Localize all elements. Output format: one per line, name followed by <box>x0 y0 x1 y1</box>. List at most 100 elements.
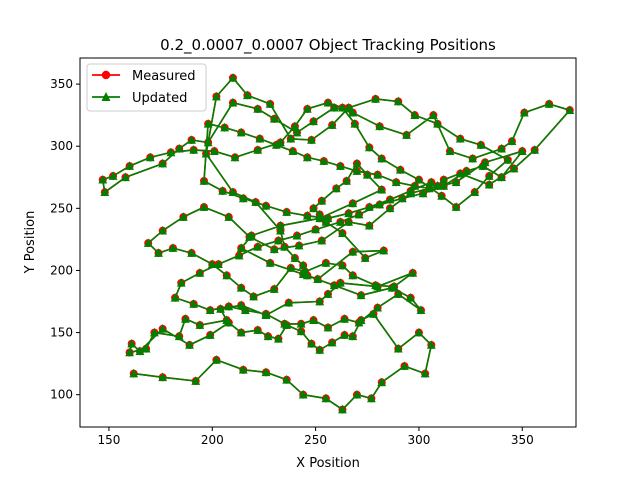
updated-point <box>199 202 209 211</box>
updated-point <box>338 102 347 112</box>
updated-point <box>311 224 320 234</box>
updated-point <box>205 305 215 315</box>
updated-point <box>451 202 461 211</box>
updated-point <box>426 177 436 187</box>
updated-point <box>385 194 395 204</box>
updated-point <box>356 290 366 300</box>
updated-point <box>276 225 285 235</box>
x-tick-label: 300 <box>407 433 430 447</box>
updated-point <box>416 305 426 315</box>
updated-point <box>265 258 275 267</box>
updated-point <box>230 152 240 162</box>
updated-point <box>348 247 358 256</box>
updated-point <box>263 331 273 341</box>
updated-point <box>309 116 318 126</box>
updated-point <box>298 269 308 278</box>
updated-point <box>364 220 374 230</box>
updated-point <box>367 393 376 403</box>
updated-point <box>393 289 403 298</box>
updated-point <box>290 253 300 262</box>
updated-point <box>158 372 168 382</box>
updated-point <box>393 96 403 106</box>
updated-point <box>276 220 285 230</box>
updated-point <box>338 228 347 237</box>
updated-point <box>373 169 382 179</box>
updated-point <box>216 304 225 313</box>
updated-point <box>125 347 134 357</box>
updated-point <box>315 345 325 354</box>
updated-point <box>135 346 145 356</box>
updated-point <box>321 393 331 403</box>
updated-point <box>402 130 411 139</box>
updated-point <box>484 171 494 180</box>
y-tick-label: 100 <box>50 388 73 402</box>
updated-point <box>298 260 308 270</box>
x-tick-label: 350 <box>511 433 534 447</box>
updated-point <box>406 186 416 195</box>
updated-point <box>187 135 196 144</box>
updated-point <box>327 120 337 129</box>
updated-point <box>220 122 230 132</box>
updated-point <box>207 259 217 269</box>
updated-point <box>336 161 345 170</box>
updated-point <box>348 331 358 341</box>
series-layer <box>98 73 575 414</box>
updated-point <box>288 146 298 155</box>
updated-point <box>377 153 387 163</box>
updated-point <box>185 340 194 349</box>
updated-point <box>414 327 424 337</box>
updated-point <box>261 201 271 210</box>
updated-point <box>212 355 221 364</box>
updated-point <box>338 404 347 414</box>
updated-point <box>228 73 238 82</box>
updated-point <box>354 317 364 327</box>
updated-point <box>195 320 205 329</box>
updated-point <box>364 142 374 152</box>
updated-point <box>218 186 227 195</box>
updated-point <box>224 212 234 221</box>
updated-point <box>342 176 351 185</box>
updated-point <box>400 361 409 370</box>
updated-point <box>253 145 263 154</box>
updated-point <box>369 309 378 318</box>
updated-point <box>170 292 180 302</box>
updated-point <box>247 230 256 240</box>
updated-point <box>296 319 306 328</box>
updated-point <box>261 309 271 318</box>
updated-point <box>168 243 178 252</box>
updated-point <box>313 274 323 283</box>
y-axis-label: Y Position <box>23 211 38 275</box>
updated-point <box>228 187 238 196</box>
updated-point <box>309 203 318 213</box>
updated-point <box>375 199 385 209</box>
updated-point <box>377 184 387 194</box>
x-tick-label: 150 <box>97 433 120 447</box>
updated-point <box>329 102 339 112</box>
updated-point <box>129 368 139 378</box>
updated-point <box>282 207 292 216</box>
updated-point <box>191 376 201 385</box>
updated-point <box>108 171 118 180</box>
updated-point <box>145 152 155 162</box>
updated-point <box>236 300 246 310</box>
updated-point <box>375 121 385 131</box>
updated-point <box>433 119 442 128</box>
updated-point <box>209 146 219 155</box>
y-tick-label: 150 <box>50 326 73 340</box>
updated-point <box>253 104 263 113</box>
updated-point <box>484 179 494 189</box>
updated-point <box>280 319 289 328</box>
updated-point <box>348 270 358 280</box>
y-tick-label: 300 <box>50 139 73 153</box>
updated-point <box>203 137 213 147</box>
updated-point <box>269 284 279 293</box>
updated-point <box>468 153 478 163</box>
updated-point <box>214 259 223 269</box>
updated-point <box>269 244 279 254</box>
y-tick-label: 200 <box>50 263 73 277</box>
updated-point <box>462 166 471 175</box>
updated-point <box>470 187 480 196</box>
updated-point <box>426 340 436 349</box>
updated-point <box>234 250 244 260</box>
updated-point <box>298 389 308 399</box>
